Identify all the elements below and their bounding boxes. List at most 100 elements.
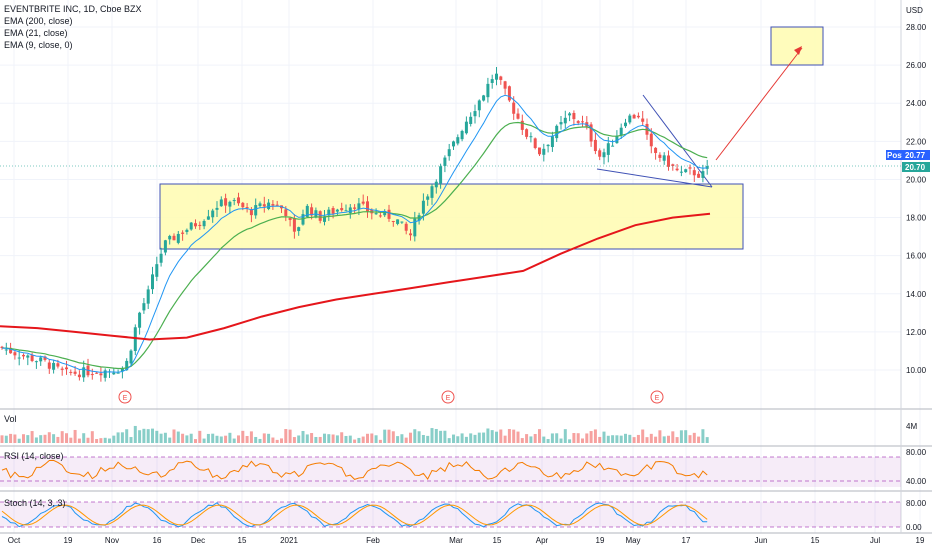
volume-bar — [108, 438, 111, 443]
candle-body — [116, 372, 120, 374]
candle-body — [168, 235, 172, 240]
time-axis-tick: 19 — [64, 536, 73, 545]
candle-body — [400, 221, 404, 223]
candle-body — [77, 374, 81, 378]
volume-bar — [667, 435, 670, 443]
candle-body — [473, 111, 477, 117]
svg-text:20.77: 20.77 — [905, 151, 926, 160]
volume-bar — [619, 435, 623, 443]
candle-body — [430, 186, 434, 198]
volume-bar — [464, 436, 468, 443]
volume-bar — [9, 433, 13, 443]
time-axis-tick: May — [625, 536, 640, 545]
volume-bar — [146, 429, 150, 443]
time-axis-tick: 15 — [811, 536, 820, 545]
volume-bar — [241, 430, 245, 443]
candle-body — [611, 145, 615, 147]
volume-bar — [43, 434, 47, 443]
earnings-marker[interactable]: E — [118, 390, 132, 404]
volume-bar — [34, 437, 38, 443]
volume-bar — [460, 433, 464, 443]
target-box[interactable] — [770, 26, 824, 66]
candle-body — [206, 216, 210, 220]
volume-bar — [447, 438, 451, 443]
volume-bar — [254, 436, 258, 443]
candle-body — [503, 81, 507, 89]
volume-bar — [452, 434, 455, 443]
stoch-k-line — [1, 502, 708, 528]
volume-bar — [542, 436, 546, 443]
volume-bar — [391, 431, 395, 443]
consolidation-box[interactable] — [159, 183, 744, 250]
wedge-lower-trendline[interactable] — [596, 168, 713, 188]
time-axis-tick: Oct — [8, 536, 21, 545]
time-axis[interactable]: Oct 19 Nov 16 Dec 15 2021 Feb Mar 15 Apr 19 May 17 Jun… — [8, 536, 925, 545]
volume-bar — [486, 428, 490, 443]
candle-body — [181, 232, 185, 234]
candle-body — [138, 312, 142, 328]
candle-body — [559, 122, 563, 125]
candle-body — [318, 211, 322, 221]
volume-bar — [490, 430, 494, 443]
volume-axis-tick: 4M — [906, 422, 917, 431]
candle-body — [30, 355, 34, 361]
volume-bar — [69, 437, 73, 443]
volume-bar — [374, 435, 378, 443]
volume-bar — [258, 438, 262, 443]
price-axis[interactable]: 10.00 12.00 14.00 16.00 18.00 20.00 22.00 24.00… — [906, 23, 927, 375]
volume-bar — [576, 433, 580, 443]
candle-body — [103, 370, 107, 378]
volume-bar — [60, 431, 64, 443]
candle-body — [404, 223, 408, 231]
volume-bar — [237, 435, 240, 443]
time-axis-tick: Nov — [105, 536, 119, 545]
candle-body — [215, 207, 219, 210]
volume-bar — [228, 432, 232, 443]
candle-body — [538, 147, 541, 155]
time-axis-tick: 15 — [238, 536, 247, 545]
volume-bar — [56, 436, 60, 443]
time-axis-tick: 16 — [153, 536, 162, 545]
projection-arrow[interactable] — [715, 47, 803, 161]
earnings-marker[interactable]: E — [650, 390, 664, 404]
volume-bar — [335, 435, 339, 443]
time-axis-tick: 19 — [916, 536, 925, 545]
candle-body — [129, 350, 133, 364]
candle-body — [357, 203, 361, 210]
candle-body — [546, 144, 550, 147]
candle-body — [507, 86, 511, 101]
volume-bar — [168, 437, 172, 443]
volume-bar — [520, 438, 524, 443]
volume-bar — [357, 437, 361, 443]
volume-bar — [387, 429, 391, 443]
volume-bar — [301, 430, 305, 443]
volume-bar — [327, 434, 331, 443]
candle-body — [95, 372, 99, 374]
volume-bar — [224, 435, 228, 443]
symbol-title: EVENTBRITE INC, 1D, Cboe BZX — [4, 4, 142, 14]
candle-body — [47, 362, 51, 369]
volume-bar — [271, 437, 275, 443]
candle-body — [632, 114, 636, 119]
volume-bar — [262, 433, 266, 443]
volume-bar — [417, 431, 421, 443]
earnings-marker[interactable]: E — [441, 390, 455, 404]
volume-bar — [550, 433, 554, 443]
volume-bar — [314, 436, 318, 443]
volume-bar — [636, 434, 640, 443]
price-grid — [0, 0, 921, 533]
candle-body — [572, 112, 576, 120]
stoch-axis-tick: 80.00 — [906, 499, 927, 508]
candle-body — [241, 202, 245, 208]
volume-bar — [189, 433, 193, 443]
candle-body — [366, 201, 369, 212]
volume-bar — [267, 433, 271, 443]
volume-bar — [658, 430, 662, 443]
time-axis-tick: Apr — [536, 536, 549, 545]
volume-bar — [598, 436, 602, 443]
candle-body — [219, 199, 223, 207]
wedge-upper-trendline[interactable] — [642, 94, 713, 188]
candle-body — [486, 83, 490, 98]
candle-body — [421, 200, 425, 214]
volume-bar — [507, 429, 511, 443]
